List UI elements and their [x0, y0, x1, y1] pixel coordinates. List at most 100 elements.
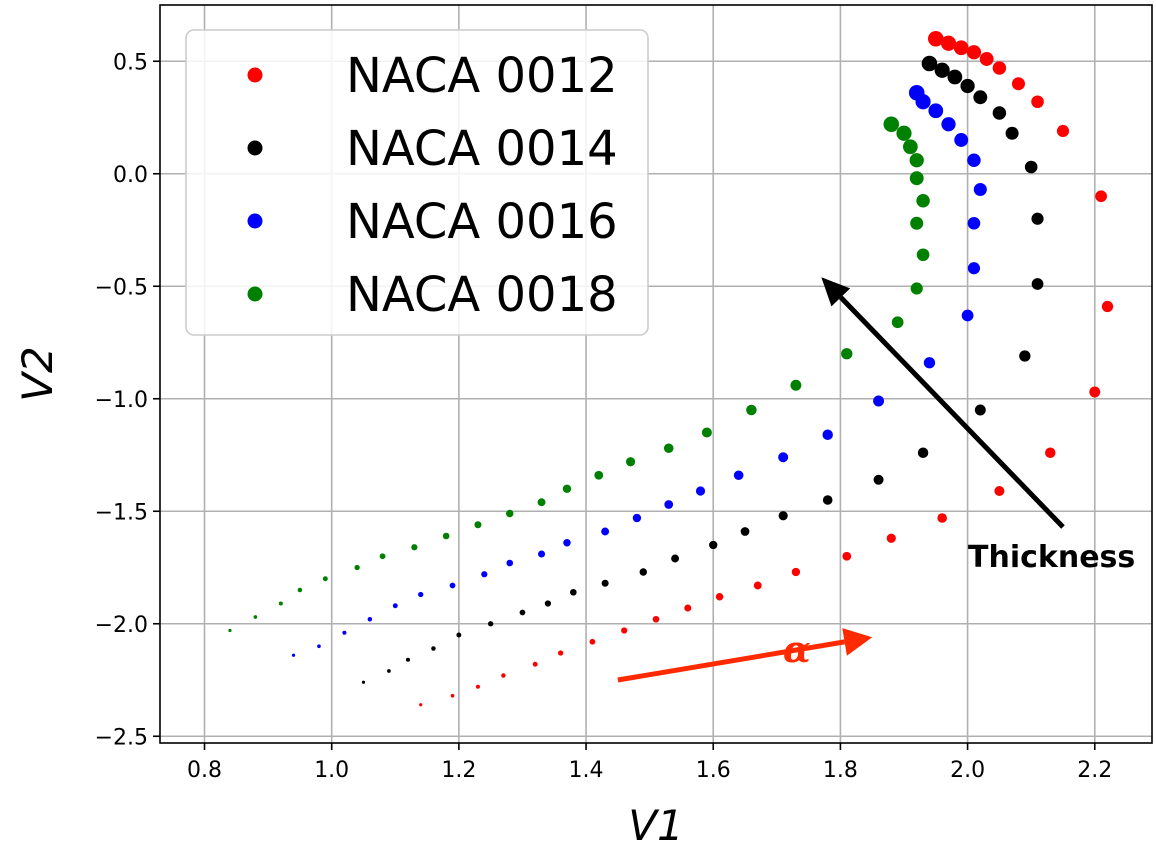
- data-point: [1005, 126, 1019, 140]
- data-point: [456, 632, 462, 638]
- x-tick-label: 2.0: [950, 758, 985, 783]
- data-point: [601, 579, 609, 587]
- data-point: [1089, 386, 1101, 398]
- data-point: [896, 125, 912, 141]
- data-point: [562, 484, 572, 493]
- data-point: [601, 527, 610, 536]
- data-point: [652, 615, 660, 623]
- legend-label: NACA 0014: [346, 121, 618, 177]
- data-point: [973, 90, 988, 105]
- x-tick-label: 1.2: [441, 758, 476, 783]
- data-point: [1031, 278, 1044, 290]
- data-point: [431, 646, 436, 651]
- data-point: [1024, 160, 1038, 174]
- y-tick-label: −0.5: [95, 275, 148, 300]
- legend-marker: [247, 286, 263, 302]
- thickness-arrow-shaft: [839, 295, 1065, 529]
- data-point: [570, 588, 577, 596]
- x-tick-label: 1.4: [569, 758, 604, 783]
- x-tick-label: 0.8: [187, 758, 222, 783]
- data-point: [715, 593, 724, 601]
- annotations: Thickness α: [617, 277, 1135, 683]
- alpha-arrow-head: [842, 628, 873, 656]
- data-point: [411, 544, 418, 551]
- data-point: [953, 40, 969, 56]
- data-point: [1011, 77, 1025, 91]
- data-point: [419, 703, 423, 707]
- data-point: [891, 316, 904, 329]
- data-point: [367, 617, 373, 622]
- data-point: [1031, 212, 1044, 225]
- data-point: [967, 216, 981, 230]
- data-point: [910, 216, 924, 230]
- plot-frame: [159, 4, 1153, 744]
- data-point: [917, 447, 929, 458]
- data-point: [842, 551, 852, 561]
- y-tick-label: −1.5: [95, 500, 148, 525]
- data-point: [967, 153, 981, 167]
- legend-label: NACA 0018: [346, 267, 618, 323]
- data-point: [449, 582, 456, 589]
- x-tick-label: 1.8: [823, 758, 858, 783]
- data-point: [1019, 350, 1031, 362]
- data-point: [278, 601, 283, 606]
- data-point: [474, 521, 482, 529]
- data-point: [910, 282, 923, 295]
- alpha-label: α: [783, 629, 811, 671]
- data-point: [481, 571, 488, 578]
- data-point: [405, 657, 411, 662]
- y-tick-label: −2.0: [95, 613, 148, 638]
- data-point: [418, 591, 424, 598]
- data-point: [538, 550, 546, 558]
- data-point: [973, 182, 987, 197]
- data-point: [379, 553, 386, 560]
- data-point: [621, 627, 628, 634]
- data-point: [563, 539, 571, 547]
- data-point: [387, 669, 391, 673]
- data-point: [632, 513, 642, 523]
- data-point: [709, 540, 718, 550]
- data-point: [733, 470, 744, 481]
- thickness-label: Thickness: [968, 540, 1135, 575]
- x-tick-label: 1.6: [696, 758, 731, 783]
- data-point: [625, 457, 636, 467]
- data-point: [450, 693, 455, 698]
- data-point: [822, 429, 833, 440]
- data-point: [506, 559, 514, 567]
- data-point: [967, 262, 981, 275]
- legend-marker: [247, 140, 263, 156]
- data-point: [927, 30, 944, 47]
- data-point: [354, 564, 360, 571]
- data-point: [671, 554, 680, 563]
- data-point: [954, 133, 969, 147]
- data-point: [1045, 447, 1056, 458]
- data-point: [937, 513, 947, 523]
- y-tick-label: −2.5: [95, 725, 148, 750]
- data-point: [841, 348, 853, 360]
- data-point: [589, 638, 596, 645]
- data-point: [342, 630, 347, 635]
- data-point: [928, 103, 944, 119]
- data-point: [506, 509, 514, 518]
- y-tick-label: 0.0: [113, 163, 148, 188]
- data-point: [475, 684, 480, 689]
- legend-label: NACA 0012: [346, 48, 618, 104]
- data-point: [684, 604, 692, 612]
- data-point: [701, 427, 712, 438]
- data-point: [392, 603, 398, 609]
- data-point: [941, 117, 956, 132]
- data-point: [940, 35, 957, 51]
- data-series: [228, 30, 1114, 707]
- data-point: [228, 628, 232, 633]
- data-point: [1056, 124, 1070, 138]
- x-tick-label: 1.0: [314, 758, 349, 783]
- data-point: [909, 153, 924, 168]
- data-point: [1101, 300, 1114, 313]
- thickness-arrow-head: [821, 277, 851, 307]
- data-point: [974, 404, 986, 416]
- data-point: [921, 55, 938, 72]
- axis-ticks: 0.8 1.0 1.2 1.4 1.6 1.8 2.0 2.2 0.5 0.0 −0.5 −1.0 −1…: [95, 50, 1113, 783]
- data-point: [501, 673, 506, 678]
- x-axis-label: V1: [628, 801, 683, 850]
